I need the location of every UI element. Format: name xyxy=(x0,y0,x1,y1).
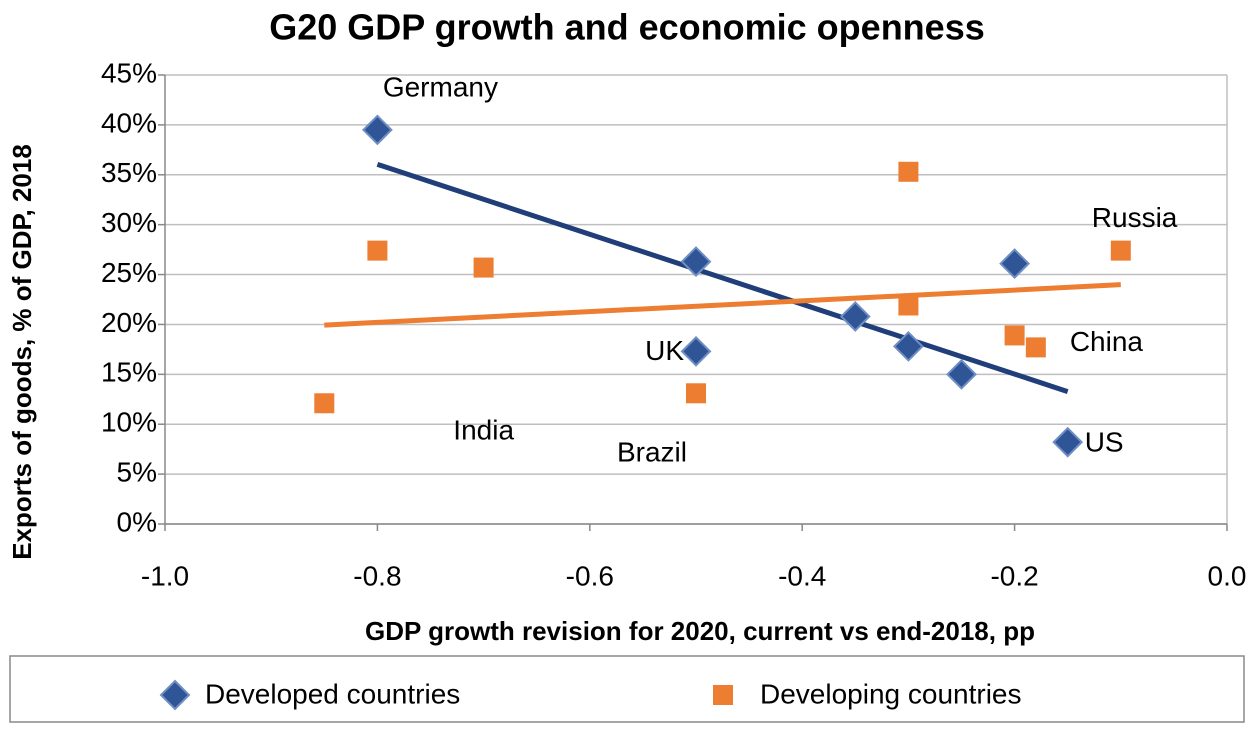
y-tick-label: 35% xyxy=(101,157,157,188)
point-label: Germany xyxy=(383,71,498,102)
y-tick-label: 25% xyxy=(101,257,157,288)
point xyxy=(680,246,712,277)
point xyxy=(367,240,388,261)
point xyxy=(898,161,919,182)
legend-marker xyxy=(713,685,733,705)
trendline xyxy=(376,161,1069,394)
point-label: Russia xyxy=(1092,202,1178,233)
point-label: China xyxy=(1070,326,1144,357)
point xyxy=(999,248,1031,279)
y-tick-label: 45% xyxy=(101,57,157,88)
point xyxy=(1110,240,1131,261)
point xyxy=(892,330,924,362)
y-tick-label: 30% xyxy=(101,207,157,238)
x-tick-label: 0.0 xyxy=(1208,560,1247,591)
point xyxy=(839,301,871,332)
point xyxy=(686,383,706,404)
point-label: US xyxy=(1085,427,1124,458)
x-tick-label: -0.6 xyxy=(566,560,614,591)
legend-label: Developed countries xyxy=(205,678,460,709)
x-tick-label: -0.4 xyxy=(778,560,826,591)
point xyxy=(898,295,919,316)
point xyxy=(1025,337,1046,358)
x-tick-label: -0.2 xyxy=(990,560,1038,591)
y-tick-label: 20% xyxy=(101,307,157,338)
x-tick-label: -1.0 xyxy=(141,560,189,591)
legend-label: Developing countries xyxy=(760,678,1022,709)
point xyxy=(1004,325,1025,346)
point xyxy=(946,358,977,390)
point xyxy=(314,393,335,414)
y-tick-label: 40% xyxy=(101,107,157,138)
y-tick-label: 0% xyxy=(117,506,157,537)
x-axis-label: GDP growth revision for 2020, current vs… xyxy=(365,616,1035,646)
y-axis-label: Exports of goods, % of GDP, 2018 xyxy=(7,144,37,560)
point-label: India xyxy=(453,415,514,446)
legend-marker xyxy=(159,679,191,711)
x-tick-label: -0.8 xyxy=(353,560,401,591)
point xyxy=(361,114,393,146)
y-tick-label: 10% xyxy=(101,407,157,438)
y-tick-label: 5% xyxy=(117,457,157,488)
point xyxy=(1052,426,1084,458)
legend-box xyxy=(9,655,1245,723)
point xyxy=(680,335,712,367)
chart-title: G20 GDP growth and economic openness xyxy=(269,7,984,48)
point xyxy=(473,257,494,278)
y-tick-label: 15% xyxy=(101,357,157,388)
point-label: UK xyxy=(645,335,684,366)
point-label: Brazil xyxy=(617,437,687,468)
trendline xyxy=(324,282,1121,328)
